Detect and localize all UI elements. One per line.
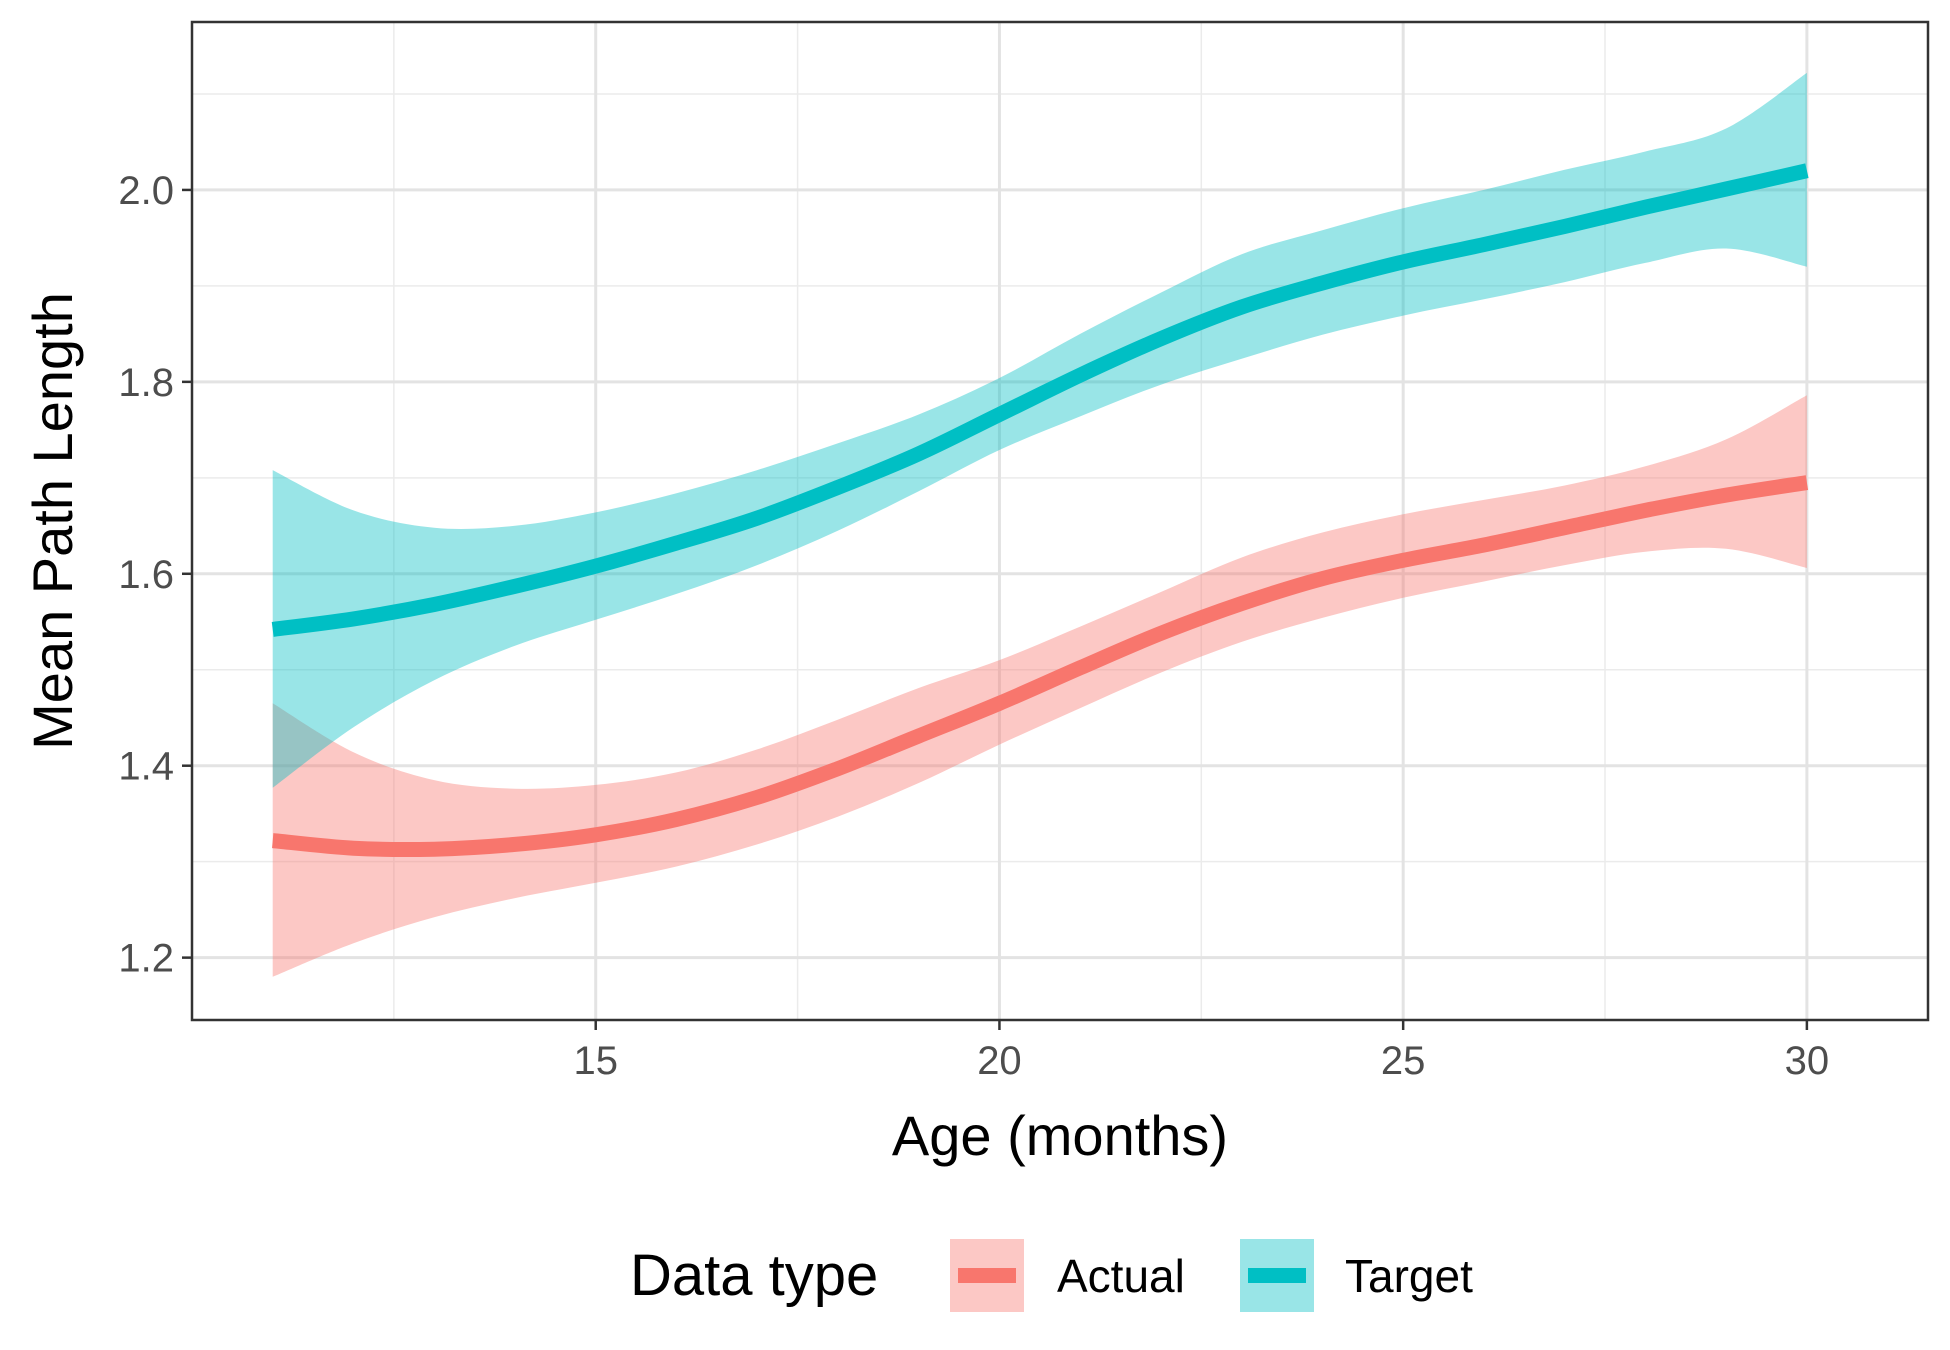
axis-ticks [182,188,1809,1030]
grid-major [192,22,1928,1020]
y-tick-label: 1.6 [118,553,174,597]
x-tick-label: 25 [1381,1039,1426,1083]
legend-label-target: Target [1345,1250,1473,1302]
line-actual [272,475,1809,858]
y-tick-label: 1.8 [118,361,174,405]
plot-panel-border [190,20,1930,1022]
x-tick-label: 15 [573,1039,618,1083]
x-axis-title: Age (months) [892,1104,1228,1167]
y-tick-labels: 1.2 1.4 1.6 1.8 2.0 [118,169,174,981]
series-lines [271,163,1809,858]
y-tick-label: 1.4 [118,745,174,789]
legend: Data type Actual Target [630,1239,1473,1312]
x-tick-label: 30 [1785,1039,1830,1083]
x-tick-label: 20 [977,1039,1022,1083]
legend-title: Data type [630,1243,878,1308]
y-tick-label: 2.0 [118,169,174,213]
y-axis-title: Mean Path Length [21,292,84,750]
legend-label-actual: Actual [1057,1250,1185,1302]
y-tick-label: 1.2 [118,937,174,981]
x-tick-labels: 15 20 25 30 [573,1039,1829,1083]
line-target [271,163,1809,637]
